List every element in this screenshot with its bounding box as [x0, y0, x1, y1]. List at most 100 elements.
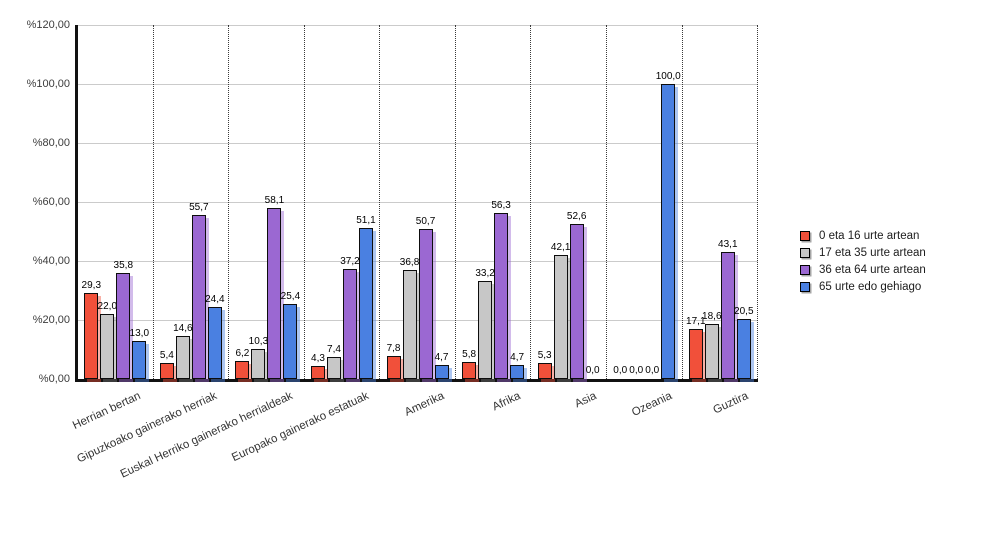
- bar-value-label: 10,3: [248, 336, 269, 347]
- bar: 56,3: [491, 200, 511, 379]
- x-axis-label-text: Herrian bertan: [71, 390, 143, 432]
- bar: 35,8: [114, 260, 133, 379]
- x-axis-label-text: Asia: [572, 390, 599, 411]
- x-axis-label-text: Guztira: [711, 390, 751, 417]
- category-group: 7,8 36,8 50,7 4,7: [380, 25, 456, 379]
- bar-value-label: 24,4: [205, 294, 225, 305]
- category-group: 29,3 22,0 35,8 13,0: [78, 25, 154, 379]
- gridline: [78, 202, 758, 203]
- gridline: [78, 25, 758, 26]
- bar: 4,3: [310, 353, 325, 379]
- bar-value-label: 25,4: [280, 291, 301, 302]
- legend-color-swatch: [800, 230, 810, 241]
- bar: 13,0: [130, 328, 149, 379]
- bar-value-label: 37,2: [340, 256, 360, 267]
- bar-value-label: 4,7: [510, 352, 525, 363]
- bar-value-label: 0,0: [585, 365, 600, 376]
- bar: 29,3: [82, 280, 101, 379]
- legend-label: 65 urte edo gehiago: [819, 280, 922, 293]
- bar: 25,4: [281, 291, 300, 379]
- bar-value-label: 7,8: [386, 343, 401, 354]
- bar-value-label: 51,1: [356, 215, 376, 226]
- gridline: [78, 84, 758, 85]
- legend-color-swatch: [800, 281, 810, 292]
- bar-cluster: 4,3 7,4 37,2 51,1: [305, 215, 380, 379]
- bar-value-label: 0,0: [629, 365, 644, 376]
- bar: 17,1: [686, 316, 706, 379]
- category-group: 17,1 18,6 43,1 20,5: [683, 25, 759, 379]
- x-axis-label: Ozeania: [606, 388, 682, 508]
- bar: 5,8: [462, 349, 477, 379]
- bar: 24,4: [205, 294, 225, 379]
- x-axis-label: Guztira: [682, 388, 758, 508]
- bar-value-label: 22,0: [97, 301, 118, 312]
- bar-cluster: 29,3 22,0 35,8 13,0: [78, 260, 153, 379]
- bar: 14,6: [173, 323, 193, 379]
- bar: 7,4: [326, 344, 341, 379]
- bar: 58,1: [265, 195, 284, 379]
- category-group: 0,0 0,0 0,0 100,0: [607, 25, 683, 379]
- bar-value-label: 14,6: [173, 323, 193, 334]
- bar-value-label: 43,1: [718, 239, 738, 250]
- gridline: [78, 320, 758, 321]
- bar-value-label: 36,8: [399, 257, 420, 268]
- x-axis-label-text: Afrika: [490, 390, 523, 414]
- y-axis-tick-label: %0,00: [38, 373, 70, 385]
- category-group: 5,8 33,2 56,3 4,7: [456, 25, 532, 379]
- bar: 4,7: [434, 352, 449, 379]
- legend-label: 17 eta 35 urte artean: [819, 246, 926, 259]
- bar: 55,7: [189, 202, 209, 379]
- y-axis-tick-label: %80,00: [32, 137, 70, 149]
- x-axis-label: Amerika: [379, 388, 455, 508]
- bar: 22,0: [98, 301, 117, 379]
- bar: 7,8: [386, 343, 401, 379]
- bar-value-label: 58,1: [264, 195, 285, 206]
- bar: 43,1: [718, 239, 738, 379]
- category-group: 6,2 10,3 58,1 25,4: [229, 25, 305, 379]
- category-group: 5,4 14,6 55,7 24,4: [154, 25, 230, 379]
- bar-value-label: 6,2: [235, 348, 250, 359]
- legend-item: 17 eta 35 urte artean: [800, 244, 926, 261]
- bar-cluster: 5,4 14,6 55,7 24,4: [154, 202, 229, 379]
- legend-item: 0 eta 16 urte artean: [800, 227, 926, 244]
- legend-item: 65 urte edo gehiago: [800, 278, 926, 295]
- bar: 6,2: [235, 348, 250, 379]
- bar-value-label: 5,3: [537, 350, 552, 361]
- x-axis-label-text: Amerika: [403, 390, 447, 419]
- category-group: 5,3 42,1 52,6 0,0: [531, 25, 607, 379]
- bar-value-label: 35,8: [113, 260, 134, 271]
- bar-value-label: 5,8: [462, 349, 477, 360]
- bar-value-label: 4,3: [311, 353, 325, 364]
- bar: 51,1: [356, 215, 376, 379]
- bar: 10,3: [249, 336, 268, 379]
- bar-value-label: 100,0: [655, 71, 681, 82]
- plot-area: 29,3 22,0 35,8 13,0 5,4 14,6 55,7 24,4 6,2 10,3 58…: [75, 25, 759, 382]
- y-axis-tick-label: %20,00: [32, 314, 70, 326]
- bar: 20,5: [734, 306, 754, 379]
- bar: 100,0: [656, 71, 681, 379]
- bar: 5,3: [537, 350, 552, 379]
- y-axis-tick-label: %60,00: [32, 196, 70, 208]
- bar: 5,4: [159, 350, 174, 379]
- bar: 18,6: [702, 311, 722, 379]
- bar: 33,2: [475, 268, 495, 379]
- bar: 36,8: [400, 257, 419, 379]
- bar-cluster: 0,0 0,0 0,0 100,0: [607, 71, 682, 379]
- bar-value-label: 5,4: [159, 350, 174, 361]
- bar: 4,7: [510, 352, 525, 379]
- bar-value-label: 33,2: [475, 268, 495, 279]
- bar-cluster: 5,3 42,1 52,6 0,0: [531, 211, 606, 379]
- bar-value-label: 55,7: [189, 202, 209, 213]
- bar-value-label: 52,6: [566, 211, 587, 222]
- legend-color-swatch: [800, 264, 810, 275]
- category-group: 4,3 7,4 37,2 51,1: [305, 25, 381, 379]
- gridline: [78, 143, 758, 144]
- x-axis-label-text: Ozeania: [630, 390, 675, 419]
- legend-label: 36 eta 64 urte artean: [819, 263, 926, 276]
- bar-value-label: 29,3: [81, 280, 102, 291]
- bar: 37,2: [340, 256, 360, 379]
- x-axis-label: Asia: [530, 388, 606, 508]
- bar-value-label: 56,3: [491, 200, 511, 211]
- bar-value-label: 20,5: [734, 306, 754, 317]
